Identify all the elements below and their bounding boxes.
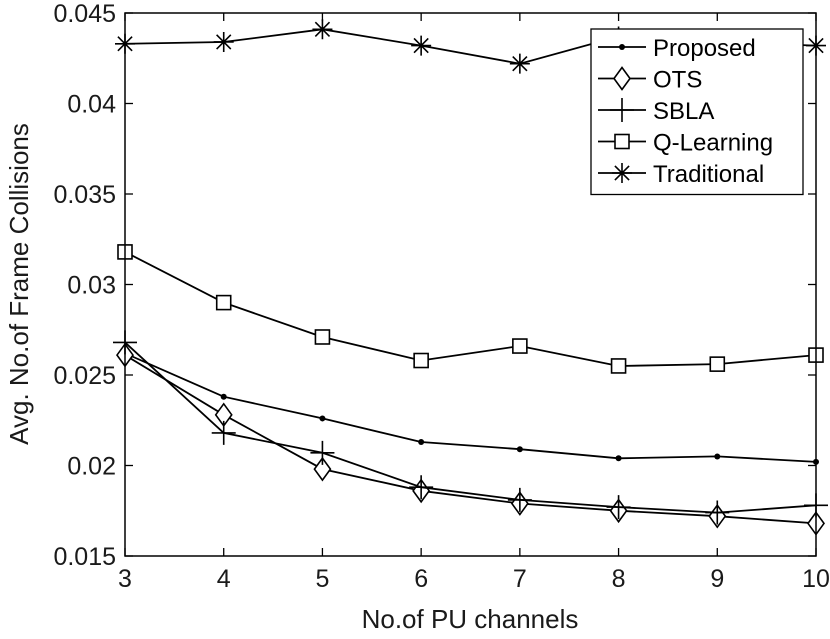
y-tick-label: 0.03 xyxy=(67,272,116,300)
series-line-q-learning xyxy=(124,251,817,367)
legend-marker-ots xyxy=(613,66,631,91)
data-point-proposed xyxy=(319,415,326,422)
series-proposed xyxy=(122,350,819,465)
legend-item-q-learning: Q-Learning xyxy=(598,130,773,157)
x-axis-label: No.of PU channels xyxy=(362,604,579,634)
data-point-q-learning xyxy=(610,358,627,374)
legend-item-traditional: Traditional xyxy=(598,161,764,188)
y-axis-label: Avg. No.of Frame Collisions xyxy=(4,123,34,445)
data-point-proposed xyxy=(615,455,622,462)
x-tick-label: 7 xyxy=(513,565,527,593)
y-tick-label: 0.015 xyxy=(53,543,116,571)
x-tick-label: 9 xyxy=(710,565,724,593)
legend-label: OTS xyxy=(653,67,702,94)
legend-item-proposed: Proposed xyxy=(598,35,756,62)
data-point-sbla xyxy=(507,487,532,512)
legend-label: SBLA xyxy=(653,98,714,125)
y-tick-label: 0.025 xyxy=(53,362,116,390)
data-point-q-learning xyxy=(512,338,528,354)
legend-label: Q-Learning xyxy=(653,130,773,157)
y-tick-label: 0.045 xyxy=(53,0,116,28)
legend-label: Traditional xyxy=(653,161,764,188)
legend-marker-q-learning xyxy=(614,133,630,150)
y-tick-label: 0.035 xyxy=(53,181,116,209)
data-point-sbla xyxy=(409,475,434,500)
x-tick-label: 3 xyxy=(118,565,132,593)
legend-label: Proposed xyxy=(653,35,756,62)
legend-marker-traditional xyxy=(612,163,632,183)
legend: Proposed OTS SBLA Q-Learning Traditional xyxy=(590,28,804,196)
plot-area xyxy=(113,19,828,536)
legend-item-ots: OTS xyxy=(598,66,702,94)
data-point-proposed xyxy=(714,453,721,460)
data-point-proposed xyxy=(418,438,425,445)
x-tick-label: 8 xyxy=(612,565,626,593)
legend-box xyxy=(590,28,804,196)
series-line-ots xyxy=(124,354,817,525)
data-point-sbla xyxy=(705,500,730,525)
data-point-traditional xyxy=(411,35,432,56)
y-tick-label: 0.02 xyxy=(67,453,116,481)
data-point-traditional xyxy=(213,31,234,52)
x-tick-label: 5 xyxy=(315,565,329,593)
data-point-q-learning xyxy=(709,356,726,372)
data-point-proposed xyxy=(220,393,227,400)
x-tick-label: 4 xyxy=(217,565,231,593)
x-tick-label: 6 xyxy=(414,565,428,593)
legend-marker-sbla xyxy=(610,98,634,122)
series-line-sbla xyxy=(124,341,817,514)
data-point-proposed xyxy=(516,446,523,453)
series-q-learning xyxy=(117,244,824,374)
data-point-traditional xyxy=(312,19,333,40)
data-point-q-learning xyxy=(314,329,331,345)
y-tick-label: 0.04 xyxy=(67,91,116,119)
data-point-ots xyxy=(313,456,332,482)
legend-item-sbla: SBLA xyxy=(598,98,714,125)
series-line-proposed xyxy=(124,352,817,463)
x-tick-label: 10 xyxy=(802,565,830,593)
data-point-q-learning xyxy=(215,294,232,311)
legend-marker-proposed xyxy=(619,44,625,50)
data-point-sbla xyxy=(310,440,335,465)
data-point-q-learning xyxy=(413,352,429,369)
data-point-sbla xyxy=(606,495,631,520)
data-point-sbla xyxy=(211,420,236,445)
axis-ticks: 3 4 5 6 7 8 9 10 0.015 0.02 0.025 0.03 0.035 0.04 0.04… xyxy=(53,0,829,593)
data-point-traditional xyxy=(509,53,530,74)
